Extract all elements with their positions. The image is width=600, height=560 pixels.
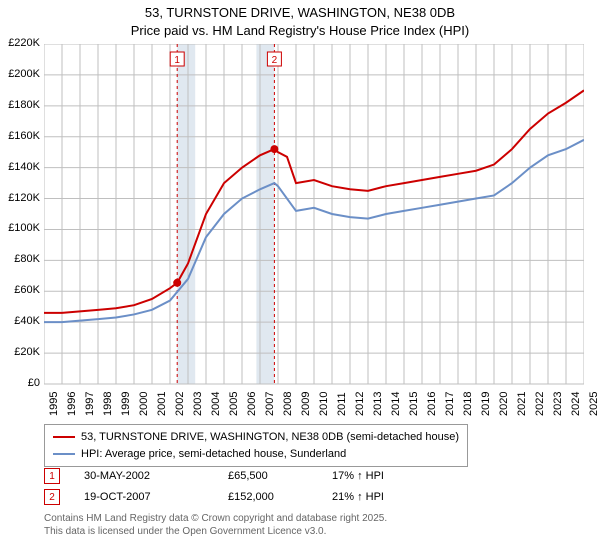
legend-item: HPI: Average price, semi-detached house,…	[53, 446, 459, 463]
x-tick-label: 2006	[246, 392, 258, 416]
x-tick-label: 1995	[48, 392, 60, 416]
x-tick-label: 2002	[174, 392, 186, 416]
legend-item: 53, TURNSTONE DRIVE, WASHINGTON, NE38 0D…	[53, 429, 459, 446]
x-tick-label: 2008	[282, 392, 294, 416]
svg-text:1: 1	[174, 55, 180, 66]
x-tick-label: 2012	[354, 392, 366, 416]
y-tick-label: £200K	[0, 68, 40, 80]
sale-date-1: 30-MAY-2002	[84, 466, 204, 487]
sale-row: 1 30-MAY-2002 £65,500 17% ↑ HPI	[44, 466, 422, 487]
sale-price-2: £152,000	[228, 487, 308, 508]
footer-line-1: Contains HM Land Registry data © Crown c…	[44, 512, 387, 525]
x-tick-label: 2019	[480, 392, 492, 416]
x-tick-label: 1996	[66, 392, 78, 416]
x-tick-label: 1998	[102, 392, 114, 416]
x-tick-label: 2020	[498, 392, 510, 416]
x-tick-label: 2009	[300, 392, 312, 416]
x-tick-label: 2011	[336, 392, 348, 416]
sale-marker-1: 1	[44, 468, 60, 484]
x-tick-label: 2022	[534, 392, 546, 416]
y-tick-label: £100K	[0, 222, 40, 234]
legend: 53, TURNSTONE DRIVE, WASHINGTON, NE38 0D…	[44, 424, 468, 467]
y-tick-label: £20K	[0, 346, 40, 358]
x-tick-label: 2024	[570, 392, 582, 416]
x-tick-label: 2018	[462, 392, 474, 416]
legend-label-2: HPI: Average price, semi-detached house,…	[81, 446, 346, 463]
x-tick-label: 2003	[192, 392, 204, 416]
y-tick-label: £220K	[0, 37, 40, 49]
x-tick-label: 2017	[444, 392, 456, 416]
x-tick-label: 1997	[84, 392, 96, 416]
y-tick-label: £80K	[0, 253, 40, 265]
footer: Contains HM Land Registry data © Crown c…	[44, 512, 387, 538]
legend-swatch-2	[53, 453, 75, 455]
y-tick-label: £40K	[0, 315, 40, 327]
x-tick-label: 2021	[516, 392, 528, 416]
x-tick-label: 2010	[318, 392, 330, 416]
y-tick-label: £140K	[0, 161, 40, 173]
x-tick-label: 2016	[426, 392, 438, 416]
sale-date-2: 19-OCT-2007	[84, 487, 204, 508]
y-tick-label: £60K	[0, 284, 40, 296]
chart-plot-area: 12	[44, 44, 584, 414]
sale-price-1: £65,500	[228, 466, 308, 487]
chart-title: 53, TURNSTONE DRIVE, WASHINGTON, NE38 0D…	[0, 0, 600, 39]
footer-line-2: This data is licensed under the Open Gov…	[44, 525, 387, 538]
y-tick-label: £180K	[0, 99, 40, 111]
sale-hpi-2: 21% ↑ HPI	[332, 487, 422, 508]
x-tick-label: 2001	[156, 392, 168, 416]
y-tick-label: £0	[0, 377, 40, 389]
x-tick-label: 2000	[138, 392, 150, 416]
sale-rows: 1 30-MAY-2002 £65,500 17% ↑ HPI 2 19-OCT…	[44, 466, 422, 508]
x-tick-label: 2007	[264, 392, 276, 416]
x-tick-label: 2023	[552, 392, 564, 416]
title-line-1: 53, TURNSTONE DRIVE, WASHINGTON, NE38 0D…	[0, 4, 600, 22]
svg-text:2: 2	[272, 55, 278, 66]
legend-swatch-1	[53, 436, 75, 438]
y-tick-label: £120K	[0, 192, 40, 204]
sale-marker-2: 2	[44, 489, 60, 505]
x-tick-label: 2004	[210, 392, 222, 416]
y-tick-label: £160K	[0, 130, 40, 142]
chart-svg: 12	[44, 44, 584, 414]
x-tick-label: 2025	[588, 392, 600, 416]
legend-label-1: 53, TURNSTONE DRIVE, WASHINGTON, NE38 0D…	[81, 429, 459, 446]
x-tick-label: 2005	[228, 392, 240, 416]
x-tick-label: 2015	[408, 392, 420, 416]
chart-container: 53, TURNSTONE DRIVE, WASHINGTON, NE38 0D…	[0, 0, 600, 560]
x-tick-label: 2013	[372, 392, 384, 416]
sale-row: 2 19-OCT-2007 £152,000 21% ↑ HPI	[44, 487, 422, 508]
title-line-2: Price paid vs. HM Land Registry's House …	[0, 22, 600, 40]
x-tick-label: 1999	[120, 392, 132, 416]
x-tick-label: 2014	[390, 392, 402, 416]
sale-hpi-1: 17% ↑ HPI	[332, 466, 422, 487]
